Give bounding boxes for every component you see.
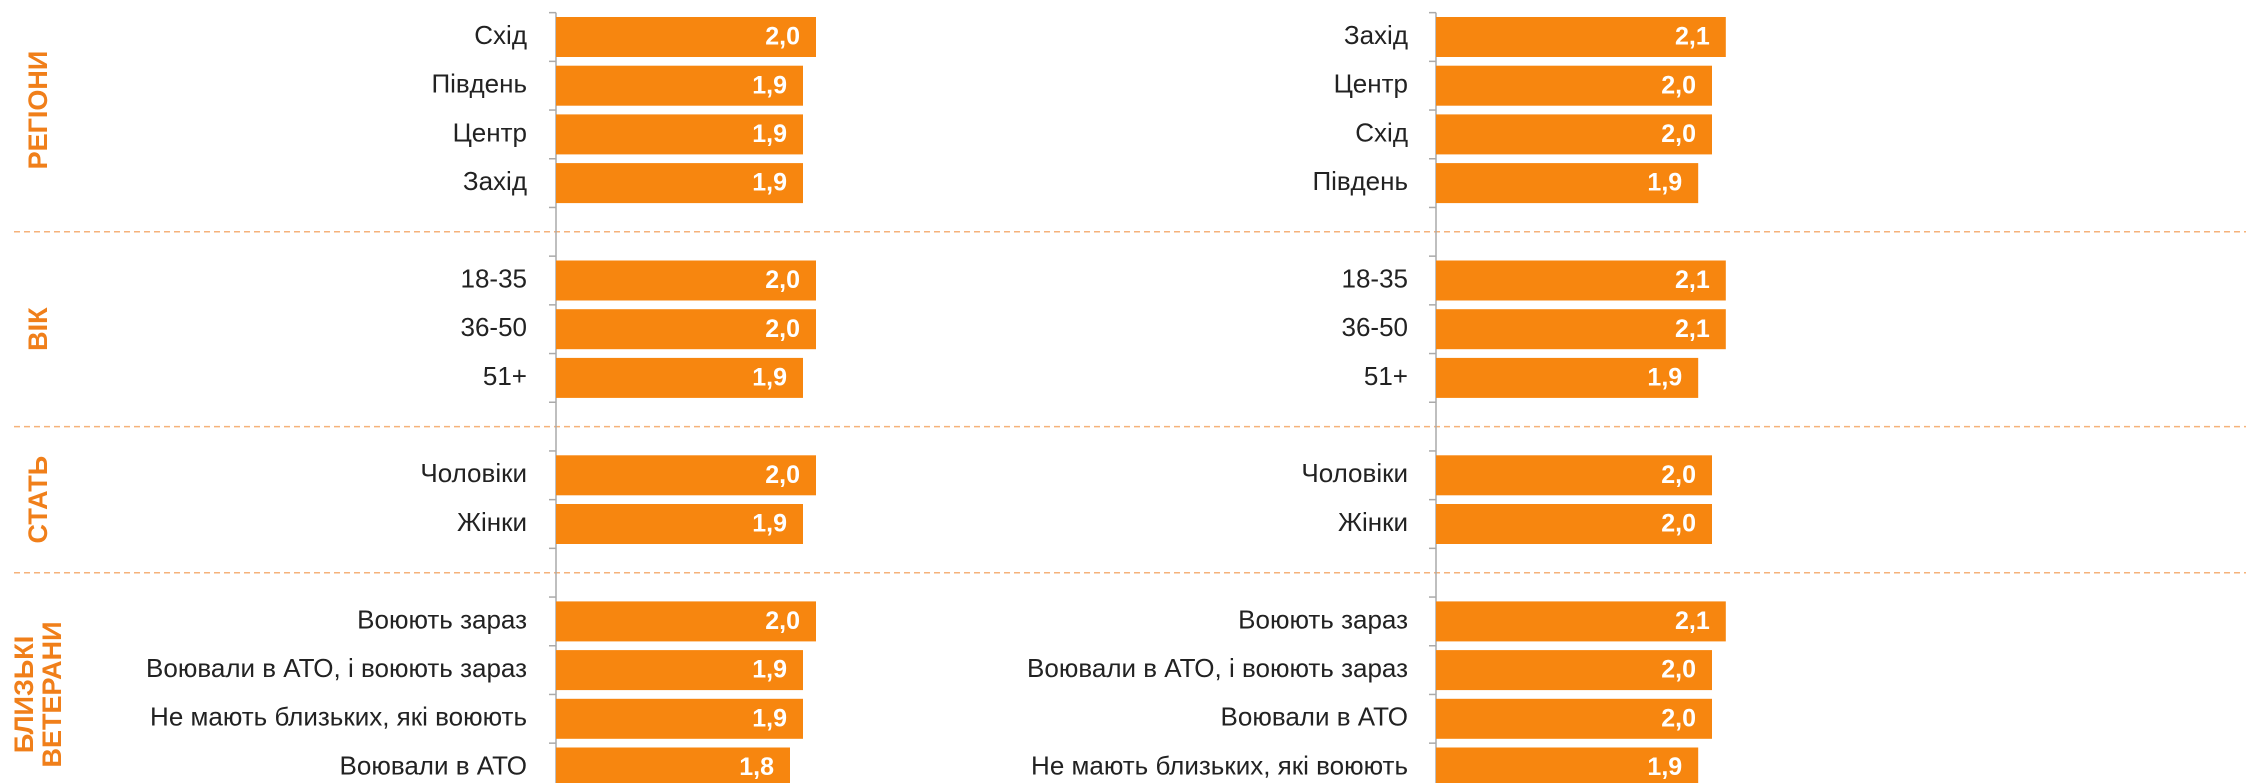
section-label-line: СТАТЬ [23,456,53,544]
value-label: 2,0 [765,266,800,294]
category-label: Схід [474,20,527,50]
value-label: 2,1 [1675,266,1710,294]
value-label: 1,9 [1647,364,1682,392]
section-label-line: РЕГІОНИ [23,51,53,170]
bar [556,698,803,739]
category-label: Воюють зараз [357,604,527,634]
category-label: 51+ [1364,361,1408,391]
bar [556,747,790,783]
bar [556,357,803,398]
category-label: Не мають близьких, які воюють [150,702,527,732]
category-label: Південь [431,69,527,99]
bar [556,309,816,350]
bar [556,65,803,106]
value-label: 2,1 [1675,315,1710,343]
bar [556,17,816,57]
value-label: 2,0 [765,461,800,489]
bar [556,455,816,496]
category-label: 51+ [483,361,527,391]
category-label: 36-50 [461,312,528,342]
category-label: Воювали в АТО [1221,702,1408,732]
bar [1436,601,1726,642]
value-label: 2,0 [765,315,800,343]
section-label-line: ВІК [23,307,53,351]
bar [1436,747,1699,783]
category-label: Центр [1334,69,1408,99]
category-label: 18-35 [461,263,528,293]
value-label: 1,9 [752,169,787,197]
category-label: Південь [1312,166,1408,196]
category-label: Воюють зараз [1238,604,1408,634]
category-label: 36-50 [1342,312,1409,342]
value-label: 1,9 [1647,169,1682,197]
bar [1436,309,1726,350]
value-label: 1,9 [752,510,787,538]
value-label: 2,1 [1675,23,1710,51]
value-label: 1,9 [752,656,787,684]
value-label: 1,8 [739,753,774,781]
bar [556,260,816,301]
bar [556,650,803,691]
bar [556,114,803,155]
category-label: Центр [453,117,527,147]
category-label: Захід [1344,20,1408,50]
value-label: 2,0 [1661,461,1696,489]
bar [556,601,816,642]
category-label: Захід [463,166,527,196]
section-label: ВІК [23,307,53,351]
value-label: 2,0 [765,23,800,51]
bar [556,163,803,204]
bar [1436,65,1712,106]
value-label: 1,9 [752,120,787,148]
section-label-line: ВЕТЕРАНИ [37,621,67,767]
value-label: 1,9 [1647,753,1682,781]
value-label: 2,0 [765,607,800,635]
section-label: СТАТЬ [23,456,53,544]
bar [1436,260,1726,301]
value-label: 2,1 [1675,607,1710,635]
bar [1436,650,1712,691]
category-label: Воювали в АТО [340,750,527,780]
bar [1436,357,1699,398]
value-label: 2,0 [1661,656,1696,684]
category-label: Чоловіки [420,458,527,488]
bar [1436,698,1712,739]
value-label: 2,0 [1661,510,1696,538]
value-label: 2,0 [1661,704,1696,732]
value-label: 2,0 [1661,120,1696,148]
bar [1436,114,1712,155]
category-label: Схід [1355,117,1408,147]
category-label: Воювали в АТО, і воюють зараз [1027,653,1408,683]
category-label: Жінки [1338,507,1408,537]
bar [1436,455,1712,496]
section-label: БЛИЗЬКІВЕТЕРАНИ [9,621,67,767]
category-label: Чоловіки [1301,458,1408,488]
category-label: Жінки [457,507,527,537]
value-label: 1,9 [752,704,787,732]
value-label: 1,9 [752,71,787,99]
value-label: 1,9 [752,364,787,392]
category-label: Не мають близьких, які воюють [1031,750,1408,780]
bar [1436,163,1699,204]
bar [1436,504,1712,544]
bar [556,504,803,544]
value-label: 2,0 [1661,71,1696,99]
bar [1436,17,1726,57]
category-label: 18-35 [1342,263,1409,293]
category-label: Воювали в АТО, і воюють зараз [146,653,527,683]
section-label: РЕГІОНИ [23,51,53,170]
section-label-line: БЛИЗЬКІ [9,636,39,753]
